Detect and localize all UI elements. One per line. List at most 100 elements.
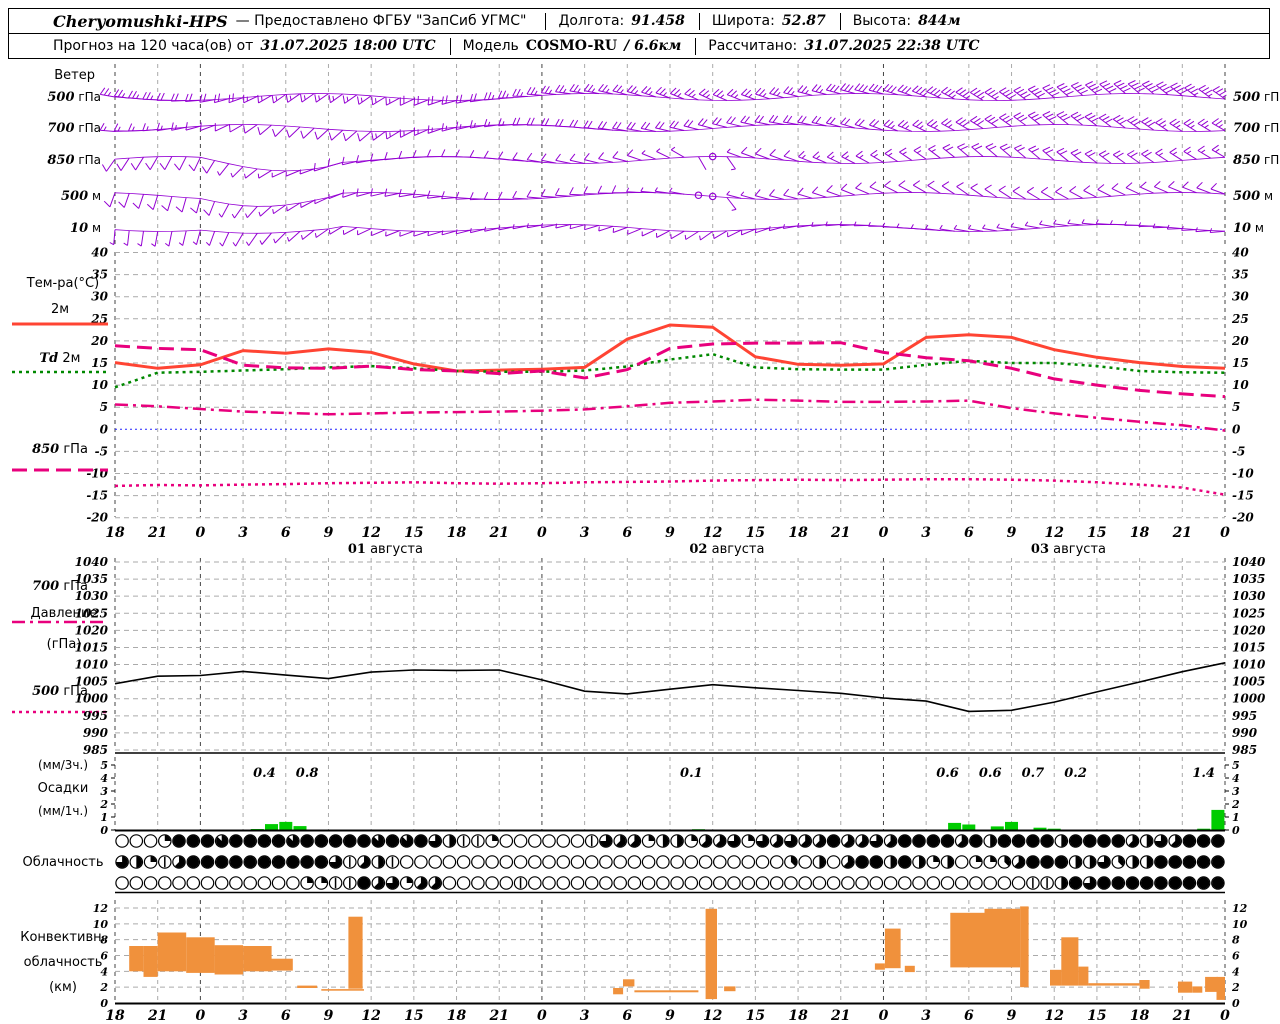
cloud-cover-icon xyxy=(826,855,841,869)
wind-barb xyxy=(498,191,514,200)
wind-barb xyxy=(146,195,159,210)
cloud-cover-icon xyxy=(641,855,656,869)
cloud-fill xyxy=(431,877,441,889)
wind-level-label-left: 500 гПа xyxy=(47,90,101,105)
convective-cloud-bar xyxy=(1078,966,1089,986)
cloud-fill xyxy=(1183,835,1196,847)
wind-barb xyxy=(213,93,229,104)
wind-barb xyxy=(399,129,415,138)
wind-barb xyxy=(1097,184,1112,197)
cloud-cover-icon xyxy=(129,834,144,848)
wind-barb xyxy=(1027,85,1045,100)
wind-barb xyxy=(1169,118,1183,132)
wind-barb xyxy=(455,229,471,235)
wind-barb xyxy=(385,230,400,237)
cloud-fill xyxy=(1055,856,1068,868)
cloud-cover-icon xyxy=(684,855,699,869)
wind-barb xyxy=(1138,222,1154,227)
wind-barb xyxy=(1155,118,1169,132)
wind-barb xyxy=(970,183,984,197)
wind-row-700гПа: 700 гПа 700 гПа xyxy=(47,111,1280,142)
temp-tick-left: 10 xyxy=(91,378,108,392)
wind-barb xyxy=(883,119,898,132)
cloud-cover-icon xyxy=(442,876,457,890)
wind-barb xyxy=(498,118,514,127)
precip-3h-sum: 0.7 xyxy=(1022,766,1045,781)
cloud-fill xyxy=(1112,877,1125,889)
cloud-fill xyxy=(287,856,299,868)
precip-bar xyxy=(948,822,962,831)
altitude-value: 844м xyxy=(918,13,961,29)
wind-barb xyxy=(840,183,856,196)
wind-barb xyxy=(853,221,870,227)
wind-barb xyxy=(999,143,1012,158)
wind-barb xyxy=(656,230,671,238)
cloud-fill xyxy=(801,835,811,847)
wind-barb xyxy=(301,229,315,240)
wind-barb xyxy=(145,156,159,170)
convective-cloud-bar xyxy=(1050,969,1062,986)
wind-barb xyxy=(1026,186,1041,200)
cloud-fill xyxy=(819,856,826,868)
wind-barb xyxy=(1111,183,1126,196)
precip-3h-sum: 0.6 xyxy=(936,766,959,781)
wind-barb xyxy=(940,86,956,100)
precip-tick-right: 3 xyxy=(1232,785,1240,798)
wind-barb xyxy=(1197,145,1212,159)
legend-label: 850 гПа xyxy=(32,442,88,457)
longitude-label: Долгота: xyxy=(558,13,625,29)
wind-barb xyxy=(314,93,329,103)
cloud-fill xyxy=(728,835,740,847)
wind-barb xyxy=(1013,86,1031,101)
convective-cloud-bar xyxy=(129,946,144,972)
wind-barb xyxy=(612,121,628,132)
pressure-tick-right: 1025 xyxy=(1232,606,1265,620)
wind-barb xyxy=(328,192,343,200)
cloud-cover-icon xyxy=(997,876,1012,890)
wind-barb xyxy=(427,125,443,134)
cloud-cover-icon xyxy=(599,876,613,890)
cloud-cover-icon xyxy=(513,834,528,848)
conv-tick-left: 12 xyxy=(93,902,109,915)
wind-barb xyxy=(190,198,201,214)
wind-barb xyxy=(286,126,301,138)
convective-cloud-bar xyxy=(984,908,1021,968)
wind-level-label-left: 700 гПа xyxy=(47,121,101,136)
cloud-cover-icon xyxy=(143,876,158,890)
wind-barb xyxy=(811,84,827,95)
cloud-fill xyxy=(701,835,712,847)
wind-barb xyxy=(1182,181,1197,194)
precip-unit-3h: (мм/3ч.) xyxy=(38,758,88,772)
cloud-cover-icon xyxy=(499,834,514,848)
cloud-cover-icon xyxy=(243,876,257,890)
wind-barb xyxy=(911,85,928,98)
wind-barb xyxy=(1099,80,1117,95)
cloud-fill xyxy=(244,835,256,847)
hour-tick: 9 xyxy=(324,1008,334,1024)
hour-tick: 9 xyxy=(665,1008,675,1024)
wind-barb xyxy=(483,92,500,101)
convective-cloud-bar xyxy=(1020,906,1029,988)
cloud-fill xyxy=(870,835,882,847)
precip-3h-sum: 0.8 xyxy=(296,766,319,781)
wind-barb xyxy=(200,122,215,131)
hour-tick: 6 xyxy=(281,1008,291,1024)
pressure-tick-right: 1005 xyxy=(1232,675,1265,689)
cloud-fill xyxy=(1112,835,1125,847)
wind-barb xyxy=(385,97,400,106)
pressure-tick-left: 1025 xyxy=(75,606,108,620)
wind-barb xyxy=(271,93,287,104)
temp-tick-right: 10 xyxy=(1232,378,1249,392)
wind-barb xyxy=(569,153,585,164)
wind-barb xyxy=(1210,182,1226,195)
wind-barb xyxy=(526,189,542,199)
temp-tick-left: 30 xyxy=(91,290,108,304)
convective-cloud-bar xyxy=(348,916,363,989)
wind-barb xyxy=(768,114,784,125)
wind-barb xyxy=(926,119,941,132)
convective-cloud-bar xyxy=(884,928,901,969)
header-row-1: Cheryomushki-HPS — Предоставлено ФГБУ "З… xyxy=(8,8,1270,34)
wind-barb xyxy=(957,143,970,158)
wind-barb xyxy=(142,91,158,101)
cloud-cover-icon xyxy=(940,876,955,890)
